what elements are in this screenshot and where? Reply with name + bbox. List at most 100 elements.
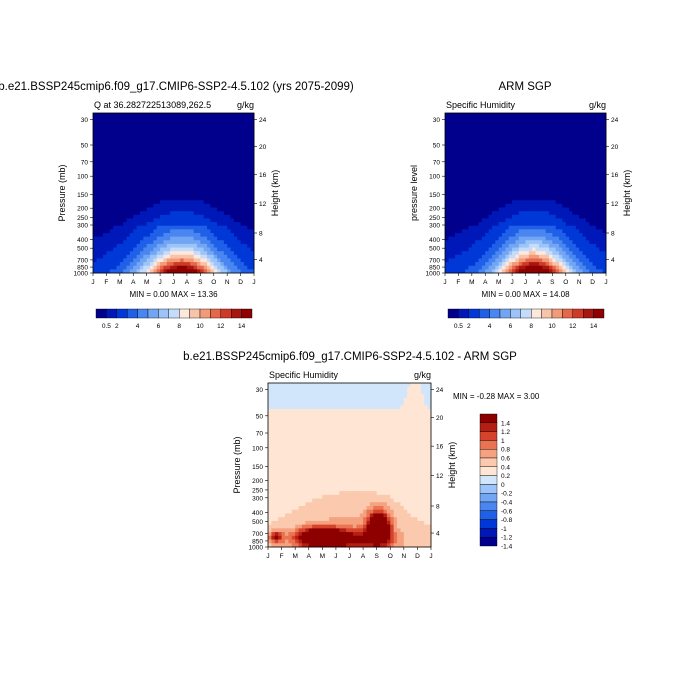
field-cell	[143, 138, 148, 143]
field-cell	[461, 211, 466, 216]
field-cell	[233, 233, 238, 238]
field-cell	[123, 207, 127, 212]
field-cell	[471, 116, 476, 121]
field-cell	[183, 251, 188, 256]
field-cell	[186, 145, 191, 150]
field-cell	[485, 269, 489, 274]
field-cell	[599, 211, 604, 216]
field-cell	[471, 240, 476, 245]
field-cell	[403, 416, 408, 421]
field-cell	[420, 424, 425, 429]
field-cell	[417, 390, 422, 395]
field-cell	[545, 160, 550, 165]
field-cell	[562, 236, 567, 241]
field-cell	[247, 160, 252, 165]
field-cell	[569, 142, 573, 147]
field-cell	[481, 163, 486, 168]
field-cell	[485, 196, 489, 201]
field-cell	[592, 116, 597, 121]
field-cell	[548, 262, 553, 267]
field-cell	[119, 145, 124, 150]
field-cell	[240, 200, 245, 205]
field-cell	[562, 203, 567, 208]
field-cell	[592, 171, 597, 176]
field-cell	[186, 269, 191, 274]
field-cell	[203, 171, 208, 176]
field-cell	[461, 262, 466, 267]
field-cell	[602, 251, 607, 256]
field-cell	[153, 265, 158, 270]
y-tick-label: 500	[77, 246, 88, 253]
field-cell	[363, 386, 367, 391]
field-cell	[233, 269, 238, 274]
field-cell	[485, 200, 489, 205]
colorbar-swatch	[458, 308, 469, 319]
field-cell	[592, 163, 597, 168]
field-cell	[139, 127, 144, 132]
field-cell	[505, 138, 510, 143]
field-cell	[575, 211, 580, 216]
field-cell	[163, 207, 168, 212]
field-cell	[602, 174, 607, 179]
field-cell	[471, 160, 476, 165]
field-cell	[233, 113, 238, 118]
colorbar-swatch	[583, 308, 594, 319]
field-cell	[602, 225, 607, 230]
field-cell	[213, 131, 218, 136]
field-cell	[445, 203, 449, 208]
field-cell	[227, 229, 231, 234]
field-cell	[237, 163, 241, 168]
field-cell	[170, 258, 174, 263]
field-cell	[522, 174, 526, 179]
field-cell	[448, 243, 453, 248]
field-cell	[136, 123, 141, 128]
field-cell	[397, 397, 401, 403]
field-cell	[599, 225, 604, 230]
field-cell	[233, 163, 238, 168]
field-cell	[305, 390, 310, 395]
field-cell	[582, 207, 587, 212]
field-cell	[545, 218, 550, 223]
field-cell	[386, 416, 391, 421]
field-cell	[424, 412, 429, 417]
field-cell	[548, 265, 553, 270]
field-cell	[485, 189, 489, 194]
field-cell	[471, 142, 476, 147]
field-cell	[233, 247, 238, 252]
field-cell	[373, 397, 378, 403]
field-cell	[424, 397, 429, 403]
field-cell	[424, 394, 429, 399]
field-cell	[230, 225, 235, 230]
field-cell	[153, 222, 158, 227]
field-cell	[99, 269, 104, 274]
colorbar-swatch	[137, 308, 149, 319]
field-cell	[595, 240, 600, 245]
field-cell	[485, 229, 489, 234]
field-cell	[170, 185, 174, 190]
y-tick-label: 850	[429, 265, 440, 272]
field-cell	[595, 214, 600, 219]
field-cell	[495, 171, 500, 176]
field-cell	[126, 127, 131, 132]
field-cell	[589, 254, 593, 259]
field-cell	[498, 240, 503, 245]
field-cell	[160, 149, 164, 154]
field-cell	[508, 243, 513, 248]
field-cell	[417, 405, 422, 410]
field-cell	[109, 262, 114, 267]
field-cell	[183, 120, 188, 125]
field-cell	[143, 211, 148, 216]
field-cell	[471, 222, 476, 227]
field-cell	[515, 265, 520, 270]
field-cell	[465, 127, 469, 132]
field-cell	[373, 409, 378, 414]
field-cell	[528, 254, 533, 259]
field-cell	[552, 251, 557, 256]
field-cell	[93, 193, 97, 198]
field-cell	[522, 116, 526, 121]
field-cell	[233, 189, 238, 194]
field-cell	[349, 401, 354, 406]
field-cell	[210, 174, 215, 179]
field-cell	[156, 240, 161, 245]
field-cell	[166, 262, 171, 267]
